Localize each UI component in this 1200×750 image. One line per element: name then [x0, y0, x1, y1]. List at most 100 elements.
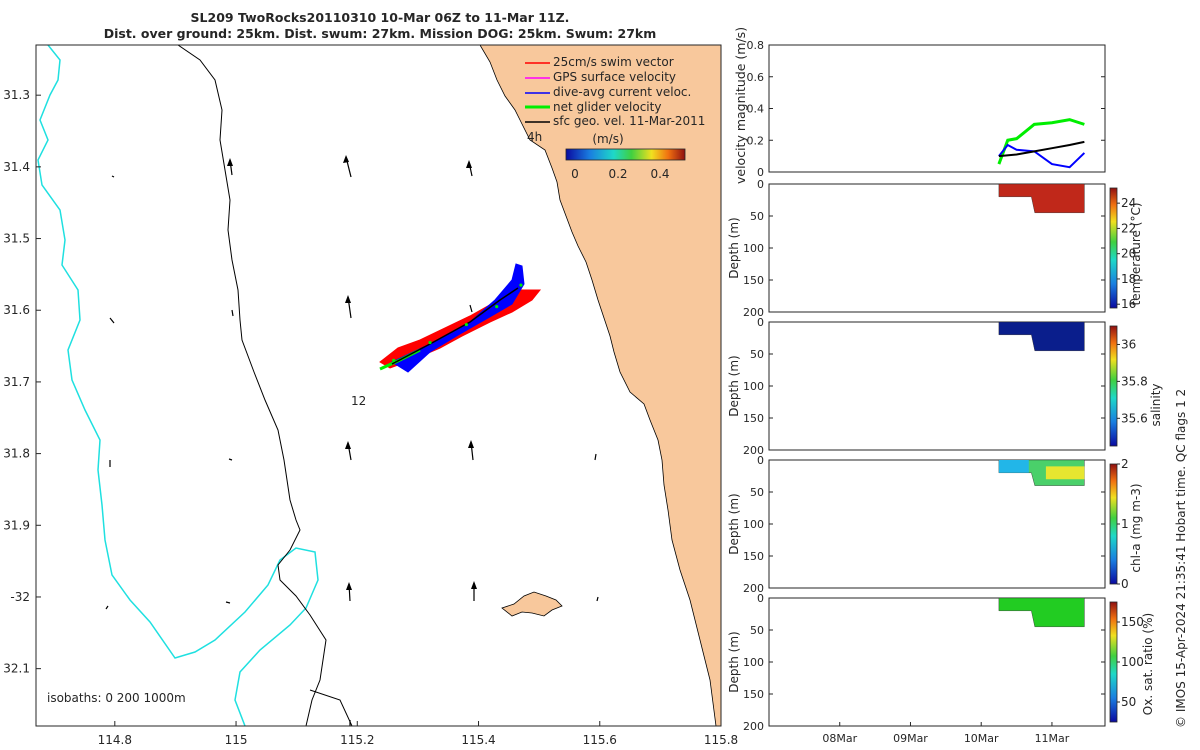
legend-dive: dive-avg current veloc. — [525, 85, 691, 99]
colorbar-tick-label: 150 — [1121, 615, 1144, 629]
depth-panel-1: 0 50 100 150 200 Depth (m) 36 35.8 35.6 salinity — [727, 316, 1163, 457]
velocity-frame — [768, 44, 1106, 173]
depth-ytick-label: 50 — [750, 210, 764, 223]
depth-colorbar — [1109, 463, 1118, 585]
net-track-point — [495, 305, 499, 309]
velocity-ylabel: velocity magnitude (m/s) — [733, 26, 748, 184]
depth-ytick-label: 150 — [743, 412, 764, 425]
depth-ytick-label: 200 — [743, 444, 764, 457]
colorbar-label: chl-a (mg m-3) — [1129, 483, 1143, 572]
isobath-0m — [37, 45, 319, 726]
vel-ytick-label: 0.4 — [747, 103, 765, 116]
arrow-heads — [227, 155, 477, 590]
map-colorbar-tick-0: 0 — [571, 167, 579, 181]
depth-ytick-label: 0 — [757, 454, 764, 467]
legend-geo-label: sfc geo. vel. 11-Mar-2011 — [553, 114, 705, 128]
xtick-label: 09Mar — [893, 732, 928, 745]
land-mass — [479, 45, 721, 726]
velocity-series-line — [998, 140, 1085, 158]
legend-net-label: net glider velocity — [553, 100, 661, 114]
depth-ytick-label: 50 — [750, 348, 764, 361]
colorbar-tick-label: 0 — [1121, 577, 1129, 591]
xtick-label: 11Mar — [1035, 732, 1070, 745]
depth-ytick-label: 150 — [743, 688, 764, 701]
vel-ytick-label: 0 — [757, 166, 764, 179]
depth-ytick-label: 100 — [743, 380, 764, 393]
depth-ytick-label: 100 — [743, 518, 764, 531]
map-ytick-label: 31.6 — [3, 303, 30, 317]
colorbar-tick-label: 1 — [1121, 517, 1129, 531]
vel-ytick-label: 0.6 — [747, 71, 765, 84]
legend-gps: GPS surface velocity — [525, 70, 676, 84]
map-ytick-label: -32 — [10, 590, 30, 604]
colorbar-tick-label: 100 — [1121, 655, 1144, 669]
depth-ytick-label: 200 — [743, 582, 764, 595]
depth-panel-0: 0 50 100 150 200 Depth (m) 24 22 20 18 16temperatu… — [727, 178, 1143, 319]
map-colorbar-tick-2: 0.4 — [650, 167, 669, 181]
time-marker-label: 4h — [527, 130, 542, 144]
depth-ytick-label: 0 — [757, 592, 764, 605]
colorbar-label: Ox. sat. ratio (%) — [1141, 613, 1155, 715]
depth-ytick-label: 100 — [743, 242, 764, 255]
map-xtick-label: 115.4 — [461, 733, 495, 747]
depth-ytick-label: 0 — [757, 178, 764, 191]
map-xtick-label: 115.6 — [583, 733, 617, 747]
legend-gps-label: GPS surface velocity — [553, 70, 676, 84]
depth-ytick-label: 0 — [757, 316, 764, 329]
depth-data-block — [998, 597, 1085, 627]
map-xtick-label: 115.8 — [704, 733, 738, 747]
net-track-point — [519, 283, 523, 287]
depth-ytick-label: 150 — [743, 274, 764, 287]
map-colorbar-title: (m/s) — [592, 132, 623, 146]
map-frame — [35, 44, 722, 727]
depth-ylabel: Depth (m) — [727, 355, 741, 416]
velocity-series — [997, 118, 1086, 169]
isobath-200m — [177, 45, 327, 726]
footer-credit: © IMOS 15-Apr-2024 21:35:41 Hobart time.… — [1174, 388, 1188, 728]
depth-data-block — [998, 183, 1085, 213]
depth-data-block — [998, 321, 1085, 351]
figure-title-line2: Dist. over ground: 25km. Dist. swum: 27k… — [103, 26, 657, 41]
colorbar-label: temperature (°C) — [1129, 203, 1143, 306]
depth-colorbar — [1109, 325, 1118, 447]
depth-ylabel: Depth (m) — [727, 631, 741, 692]
legend-geo: sfc geo. vel. 11-Mar-2011 — [525, 114, 705, 128]
xtick-label: 08Mar — [822, 732, 857, 745]
map-ytick-label: 31.8 — [3, 447, 30, 461]
depth-ytick-label: 50 — [750, 624, 764, 637]
colorbar-tick-label: 20 — [1121, 247, 1136, 261]
colorbar-tick-label: 50 — [1121, 695, 1136, 709]
map-axes: 114.8 115 115.2 115.4 115.6 115.8 31.3 31.4 31.5… — [3, 88, 738, 747]
depth-ytick-label: 150 — [743, 550, 764, 563]
isobath-1000m — [309, 689, 353, 726]
net-track-point — [428, 340, 432, 345]
legend-net: net glider velocity — [525, 100, 661, 114]
depth-ytick-label: 200 — [743, 720, 764, 733]
depth-ylabel: Depth (m) — [727, 493, 741, 554]
map-xtick-label: 114.8 — [98, 733, 132, 747]
track-label: 12 — [351, 394, 366, 408]
map-ytick-label: 32.1 — [3, 662, 30, 676]
colorbar-tick-label: 2 — [1121, 457, 1129, 471]
geo-velocity-track — [391, 287, 519, 365]
chl-high-region — [1045, 466, 1085, 480]
velocity-panel: 0 0.2 0.4 0.6 0.8 — [747, 39, 1106, 179]
depth-colorbar — [1109, 187, 1118, 309]
depth-colorbar — [1109, 601, 1118, 723]
legend-swim-label: 25cm/s swim vector — [553, 55, 674, 69]
legend-swim: 25cm/s swim vector — [525, 55, 674, 69]
velocity-series-line — [997, 118, 1085, 165]
map-ytick-label: 31.7 — [3, 375, 30, 389]
map-panel: 4h 12 25cm/s swim vector GPS surface vel… — [3, 44, 738, 747]
colorbar-tick-label: 16 — [1121, 297, 1136, 311]
vel-ytick-label: 0.8 — [747, 39, 765, 52]
map-ytick-label: 31.4 — [3, 160, 30, 174]
map-ytick-label: 31.9 — [3, 518, 30, 532]
colorbar-tick-label: 22 — [1121, 221, 1136, 235]
map-ytick-label: 31.5 — [3, 232, 30, 246]
legend-dive-label: dive-avg current veloc. — [553, 85, 691, 99]
